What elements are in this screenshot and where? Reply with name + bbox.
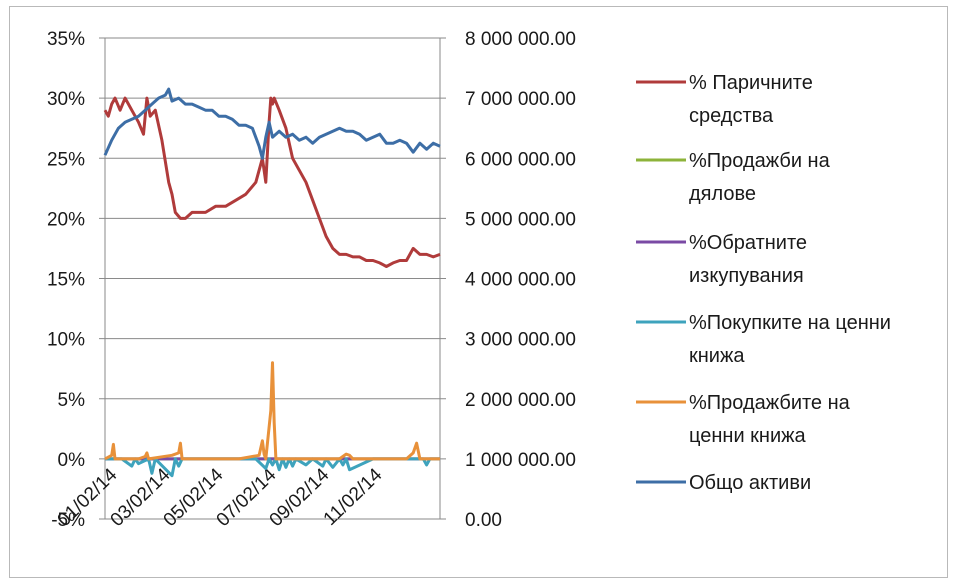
legend-label: средства	[689, 105, 774, 127]
legend-label: ценни книжа	[689, 425, 807, 447]
right-y-axis-ticks: 0.00 1 000 000.00 2 000 000.00 3 000 000.00…	[440, 29, 576, 531]
x-tick-label: 09/02/14	[266, 464, 334, 531]
left-y-tick-label: 0%	[58, 450, 86, 471]
right-y-tick-label: 4 000 000.00	[465, 270, 576, 291]
series-line-1	[103, 96, 441, 268]
legend-label: %Продажби на	[689, 150, 831, 172]
left-y-tick-label: 30%	[47, 89, 85, 110]
right-y-tick-label: 8 000 000.00	[465, 29, 576, 50]
legend-label: Общо активи	[689, 472, 811, 494]
legend: % Паричните средства %Продажби на дялове %Об…	[636, 72, 891, 494]
left-y-tick-label: -5%	[51, 510, 85, 531]
legend-label: % Паричните	[689, 72, 813, 94]
legend-label: дялове	[689, 183, 756, 205]
left-y-tick-label: 20%	[47, 209, 85, 230]
series-line-4	[105, 457, 440, 478]
x-tick-label: 11/02/14	[320, 464, 387, 530]
left-y-tick-label: 35%	[47, 29, 85, 50]
legend-label: %Продажбите на	[689, 392, 851, 414]
right-y-tick-label: 6 000 000.00	[465, 149, 576, 170]
left-y-tick-label: 5%	[58, 390, 86, 411]
left-y-axis-ticks: -5% 0% 5% 10% 15% 20% 25% 30% 35%	[47, 29, 105, 531]
left-y-tick-label: 15%	[47, 270, 85, 291]
series-line-6	[103, 87, 441, 160]
series-line-5	[104, 361, 440, 461]
right-y-tick-label: 0.00	[465, 510, 502, 531]
right-y-tick-label: 3 000 000.00	[465, 330, 576, 351]
right-y-tick-label: 2 000 000.00	[465, 390, 576, 411]
series-lines	[103, 87, 441, 478]
legend-label: изкупувания	[689, 265, 804, 287]
right-y-tick-label: 7 000 000.00	[465, 89, 576, 110]
x-axis-ticks: 01/02/1403/02/1405/02/1407/02/1409/02/14…	[54, 464, 387, 531]
left-y-tick-label: 10%	[47, 330, 85, 351]
legend-label: книжа	[689, 345, 745, 367]
legend-label: %Покупките на ценни	[689, 312, 891, 334]
legend-label: %Обратните	[689, 232, 807, 254]
right-y-tick-label: 1 000 000.00	[465, 450, 576, 471]
left-y-tick-label: 25%	[47, 149, 85, 170]
chart-frame	[9, 6, 948, 578]
right-y-tick-label: 5 000 000.00	[465, 209, 576, 230]
